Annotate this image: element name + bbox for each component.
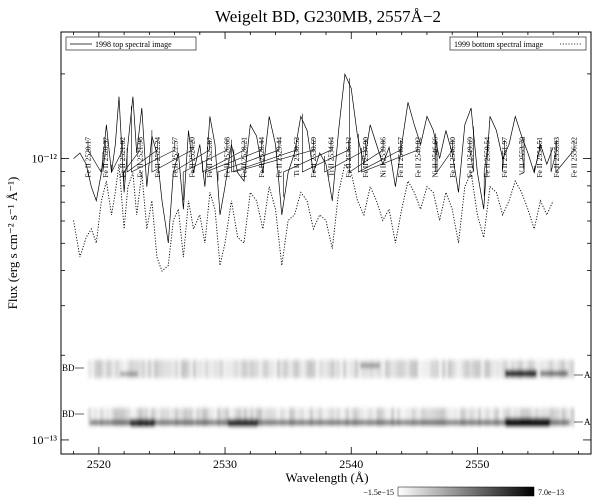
x-axis-ticks: 2520 2530 2540 2550 bbox=[73, 32, 579, 471]
series-lines bbox=[73, 72, 554, 272]
x-tick-label: 2520 bbox=[87, 457, 111, 471]
line-id-leader bbox=[123, 140, 141, 182]
line-id-leader bbox=[358, 134, 401, 173]
line-id-leader bbox=[172, 140, 210, 173]
line-id-label: V II 2553.70 bbox=[517, 137, 526, 176]
line-id-label: Ti II 2530.52 bbox=[292, 137, 301, 177]
line-id-leader bbox=[102, 140, 106, 173]
legend-1999: 1999 bottom spectral image bbox=[449, 36, 587, 51]
line-id-leader bbox=[521, 136, 525, 173]
line-id-leader bbox=[436, 140, 453, 173]
line-id-label: Fe II 2546.80 bbox=[448, 137, 457, 178]
spectral-image-band bbox=[88, 360, 575, 378]
line-id-label: Fe II 2540.57 bbox=[396, 137, 405, 178]
line-id-label: Fe II 2549.69 bbox=[465, 137, 474, 178]
series-1999-line bbox=[73, 163, 554, 272]
y-axis-title: Flux (erg s cm⁻² s⁻¹ Å⁻¹) bbox=[5, 177, 20, 310]
line-id-label: Fe II 2540.82 bbox=[413, 137, 422, 178]
x-tick-label: 2550 bbox=[465, 457, 489, 471]
line-id-leader bbox=[361, 140, 419, 173]
line-id-leader bbox=[324, 140, 367, 173]
chart-title: Weigelt BD, G230MB, 2557Å−2 bbox=[215, 7, 441, 26]
line-id-leader bbox=[111, 140, 123, 173]
line-id-leader bbox=[301, 113, 349, 173]
line-id-label: Fe II 2530.69 bbox=[309, 137, 318, 178]
line-id-label: Fe II 2524.20 bbox=[188, 137, 197, 178]
y-axis-ticks: 10⁻¹² 10⁻¹³ bbox=[31, 73, 591, 447]
series-1998-line bbox=[73, 72, 554, 244]
image-top-left-label: BD bbox=[62, 363, 75, 373]
line-id-label: Fe II 2521.98 bbox=[136, 137, 145, 178]
line-id-label: Fe II 2536.12 bbox=[344, 137, 353, 178]
colorbar-min-label: −1.5e−15 bbox=[363, 488, 394, 497]
line-id-label: Fe II 2525.87 bbox=[205, 137, 214, 178]
line-id-leader bbox=[349, 78, 384, 173]
line-id-leader bbox=[233, 140, 314, 173]
line-id-leader bbox=[501, 140, 505, 173]
image-top-right-label: A bbox=[584, 370, 591, 380]
plot-frame bbox=[60, 31, 592, 455]
line-id-leader bbox=[87, 140, 102, 174]
line-id-label: Fe II 2529.44 bbox=[274, 137, 283, 178]
line-id-label: Fe II 2556.22 bbox=[570, 137, 579, 178]
line-id-leader bbox=[182, 140, 228, 201]
y-tick-label: 10⁻¹² bbox=[31, 152, 57, 166]
line-id-label: Fe II 2526.68 bbox=[222, 137, 231, 178]
line-id-label: Fe II 2551.97 bbox=[500, 137, 509, 178]
line-identifications: Fe II 2520.17 Fe II 2520.32 Fe II 2521.02 F… bbox=[84, 78, 579, 201]
line-id-leader bbox=[131, 106, 176, 173]
y-tick-label: 10⁻¹³ bbox=[31, 433, 57, 447]
line-id-label: Fe II 2528.21 bbox=[240, 137, 249, 178]
legend-1998: 1998 top spectral image bbox=[65, 36, 197, 51]
line-id-leader bbox=[126, 140, 158, 173]
line-id-label: Fe II 2520.32 bbox=[101, 137, 110, 178]
line-id-label: Fe II 2528.44 bbox=[257, 137, 266, 178]
line-id-leader bbox=[550, 140, 557, 173]
line-id-label: Fe II 2537.90 bbox=[361, 137, 370, 178]
image-bottom-right-label: A bbox=[584, 417, 591, 427]
line-id-leader bbox=[283, 140, 332, 198]
colorbar-max-label: 7.0e−13 bbox=[538, 488, 564, 497]
line-id-label: Fe II 2521.02 bbox=[118, 137, 127, 178]
line-id-leader bbox=[483, 140, 488, 196]
spectral-image-band bbox=[88, 408, 575, 426]
line-id-leader bbox=[469, 126, 474, 173]
legend-label-1999: 1999 bottom spectral image bbox=[454, 40, 544, 49]
line-id-label: Fe II 2522.57 bbox=[170, 137, 179, 178]
line-id-label: Fe II 2555.83 bbox=[552, 137, 561, 178]
line-id-label: Ti II 2534.64 bbox=[327, 137, 336, 177]
line-id-label: Ni II 2539.86 bbox=[379, 137, 388, 178]
colorbar: −1.5e−15 7.0e−13 bbox=[363, 486, 564, 497]
image-bottom-left-label: BD bbox=[62, 409, 75, 419]
x-tick-label: 2540 bbox=[339, 457, 363, 471]
line-id-leader bbox=[217, 140, 280, 181]
spectral-images bbox=[88, 360, 575, 426]
line-id-label: Fe II 2520.17 bbox=[84, 137, 93, 178]
legend-label-1998: 1998 top spectral image bbox=[95, 40, 172, 49]
line-id-label: Fe II 2554.51 bbox=[535, 137, 544, 178]
line-id-leader bbox=[151, 130, 193, 173]
x-tick-label: 2530 bbox=[213, 457, 237, 471]
x-axis-title: Wavelength (Å) bbox=[285, 470, 368, 485]
line-id-leader bbox=[555, 140, 575, 173]
